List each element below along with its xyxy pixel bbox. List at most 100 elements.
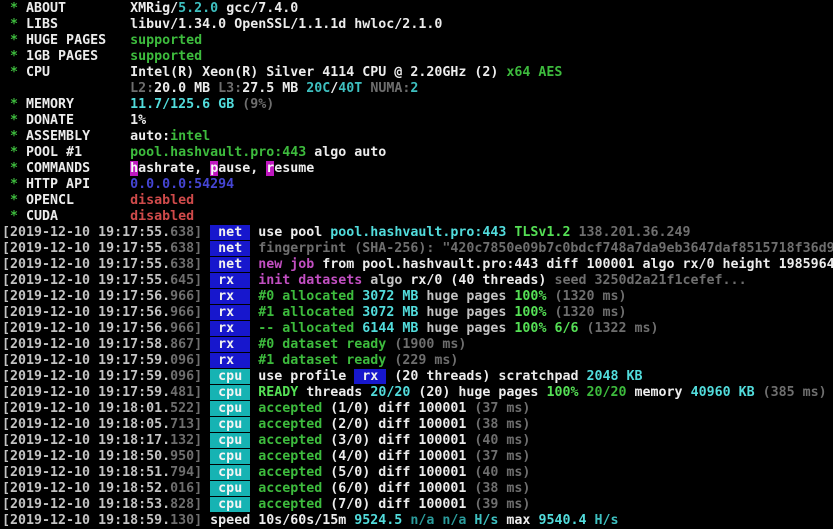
log-line: [2019-12-10 19:18:05.713] cpu accepted (… [2,417,833,433]
log-segment: supported [130,33,203,48]
log-segment: [2019-12-10 19:17:59. [2,369,171,384]
log-segment: [2019-12-10 19:17:55. [2,273,171,288]
log-segment: [2019-12-10 19:18:01. [2,401,171,416]
log-line: [2019-12-10 19:17:59.481] cpu READY thre… [2,385,833,401]
log-segment: MEMORY [26,97,75,112]
rx-tag: rx [210,353,251,368]
net-tag: net [210,257,251,272]
log-segment [106,33,130,48]
log-segment: [2019-12-10 19:18:53. [2,497,171,512]
log-segment: DONATE [26,113,75,128]
log-segment: 3072 MB [354,289,419,304]
log-segment: accepted [258,433,323,448]
log-segment: 100% [514,289,547,304]
log-segment: threads [298,385,371,400]
net-tag: net [210,241,251,256]
log-segment: 0.0.0.0:54294 [130,177,235,192]
log-segment: init datasets [258,273,363,288]
log-segment: (1320 ms) [546,305,627,320]
log-segment: READY [258,385,299,400]
log-segment [90,177,130,192]
log-segment: CUDA [26,209,59,224]
log-segment [202,369,210,384]
log-line: [2019-12-10 19:17:55.638] net new job fr… [2,257,833,273]
log-segment: [2019-12-10 19:18:50. [2,449,171,464]
log-segment: 132] [170,433,203,448]
log-segment: 638] [170,241,203,256]
log-segment: [2019-12-10 19:17:58. [2,337,171,352]
log-segment: memory [626,385,691,400]
log-segment: max [506,513,539,528]
log-segment: seed 3250d2a21f1cefef... [546,273,747,288]
log-segment: 966] [170,289,203,304]
log-segment [202,385,210,400]
log-segment: (385 ms) [754,385,827,400]
log-segment [202,225,210,240]
log-segment [202,321,210,336]
log-segment: x64 AES [506,65,563,80]
log-segment: ASSEMBLY [26,129,91,144]
log-segment [202,433,210,448]
log-segment: NUMA: [362,81,411,96]
log-segment: * [2,129,27,144]
log-segment: (4/0) diff 100001 [322,449,467,464]
log-segment: (1322 ms) [578,321,659,336]
log-segment [202,305,210,320]
log-segment: intel [170,129,211,144]
log-segment: r [266,161,275,176]
log-line: * ASSEMBLY auto:intel [2,129,833,145]
log-segment [74,97,130,112]
log-segment: huge pages [418,321,515,336]
log-segment: (229 ms) [386,353,459,368]
log-segment: TLSv1.2 [514,225,579,240]
log-segment: [2019-12-10 19:17:56. [2,289,171,304]
log-segment: [2019-12-10 19:17:55. [2,225,171,240]
rx-tag: rx [210,289,251,304]
log-segment: (3/0) diff 100001 [322,433,467,448]
cpu-tag: cpu [210,401,251,416]
log-segment: use pool [258,225,331,240]
log-segment: (2/0) diff 100001 [322,417,467,432]
log-line: * COMMANDS hashrate, pause, resume [2,161,833,177]
log-segment: 5.2.0 [178,1,219,16]
log-segment: (38 ms) [466,417,531,432]
net-tag: net [210,225,251,240]
log-segment: [2019-12-10 19:17:59. [2,385,171,400]
log-segment: esume [274,161,315,176]
log-segment: 016] [170,481,203,496]
log-segment: p [210,161,219,176]
log-segment: * [2,1,27,16]
log-segment: 100% 6/6 [514,321,579,336]
log-segment: (1320 ms) [546,289,627,304]
log-segment [50,65,130,80]
log-line: [2019-12-10 19:17:55.638] net fingerprin… [2,241,833,257]
log-segment [98,49,130,64]
log-segment: ause, [218,161,267,176]
log-segment: #0 allocated [258,289,355,304]
cpu-tag: cpu [210,497,251,512]
log-line: [2019-12-10 19:17:59.096] rx #1 dataset … [2,353,833,369]
log-segment: new job [258,257,315,272]
log-segment: / [330,81,339,96]
log-segment [202,353,210,368]
log-segment [74,113,130,128]
log-segment: rx/0 (40 threads) [410,273,547,288]
log-segment: disabled [130,193,195,208]
log-line: [2019-12-10 19:17:59.096] cpu use profil… [2,369,833,385]
log-segment: * [2,113,27,128]
log-segment: (38 ms) [466,481,531,496]
log-segment: ashrate, [138,161,211,176]
log-segment: 2048 KB [586,369,643,384]
log-segment: 645] [170,273,203,288]
log-segment: #1 allocated [258,305,355,320]
cpu-tag: cpu [210,385,251,400]
rx-tag: rx [210,305,251,320]
log-segment [202,465,210,480]
log-line: * ABOUT XMRig/5.2.0 gcc/7.4.0 [2,1,833,17]
log-segment: 11.7/125.6 GB [130,97,243,112]
log-segment: * [2,33,27,48]
log-segment [58,209,130,224]
log-segment: accepted [258,417,323,432]
log-line: [2019-12-10 19:17:56.966] rx #1 allocate… [2,305,833,321]
